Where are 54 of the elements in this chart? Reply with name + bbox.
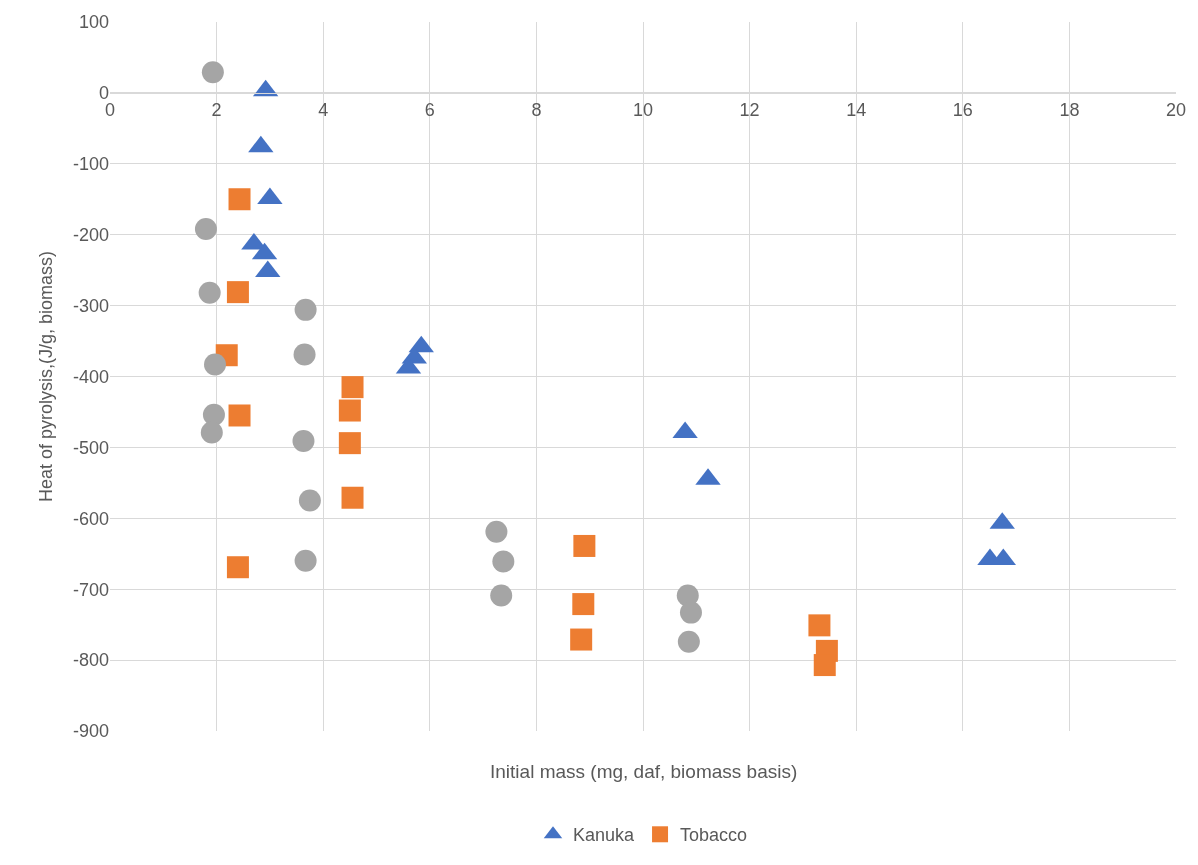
y-tick-label: -300 [72, 295, 109, 316]
point [490, 584, 513, 607]
x-tick-label: 20 [1165, 99, 1187, 120]
y-tick-label: -600 [72, 508, 109, 529]
y-tick-label: 100 [78, 12, 109, 33]
point [201, 61, 224, 84]
point [293, 343, 316, 366]
x-tick-label: 10 [632, 99, 654, 120]
y-tick-label: -400 [72, 366, 109, 387]
legend-label: Tobacco [680, 825, 748, 846]
point [204, 353, 226, 376]
x-tick-label: 18 [1059, 99, 1080, 120]
y-tick-label: -900 [72, 721, 109, 742]
y-tick-label: -100 [72, 154, 109, 175]
point [485, 520, 508, 543]
x-tick-label: 14 [846, 99, 867, 120]
point [200, 421, 223, 444]
legend-label: Kanuka [573, 825, 636, 846]
y-tick-label: 0 [98, 83, 109, 104]
x-tick-label: 2 [211, 99, 222, 120]
y-tick-label: -500 [72, 437, 109, 458]
point [194, 218, 217, 241]
point [202, 403, 225, 426]
point [226, 556, 249, 579]
point [492, 550, 515, 573]
point [294, 298, 317, 321]
point [679, 601, 702, 624]
y-tick-label: -200 [72, 225, 109, 245]
point [298, 489, 321, 512]
y-axis-title: Heat of pyrolysis,(J/g, biomass) [36, 250, 57, 503]
point [338, 399, 361, 422]
point [813, 654, 836, 677]
x-axis-title: Initial mass (mg, daf, biomass basis) [490, 761, 798, 782]
x-tick-label: 8 [531, 99, 542, 120]
point [341, 486, 364, 509]
point [292, 430, 315, 453]
point [294, 549, 317, 572]
point [228, 404, 251, 427]
x-tick-label: 12 [739, 99, 760, 120]
y-tick-label: -700 [72, 579, 109, 600]
x-tick-label: 4 [318, 99, 329, 120]
point [341, 376, 364, 399]
point [572, 593, 595, 616]
point [570, 628, 593, 651]
point [677, 630, 700, 653]
x-tick-label: 6 [424, 99, 435, 120]
point [226, 281, 249, 304]
x-tick-label: 16 [952, 99, 973, 120]
point [573, 534, 596, 557]
point [228, 188, 251, 211]
point [198, 281, 221, 304]
y-tick-label: -800 [72, 650, 109, 671]
point [338, 432, 361, 455]
point [808, 614, 831, 637]
